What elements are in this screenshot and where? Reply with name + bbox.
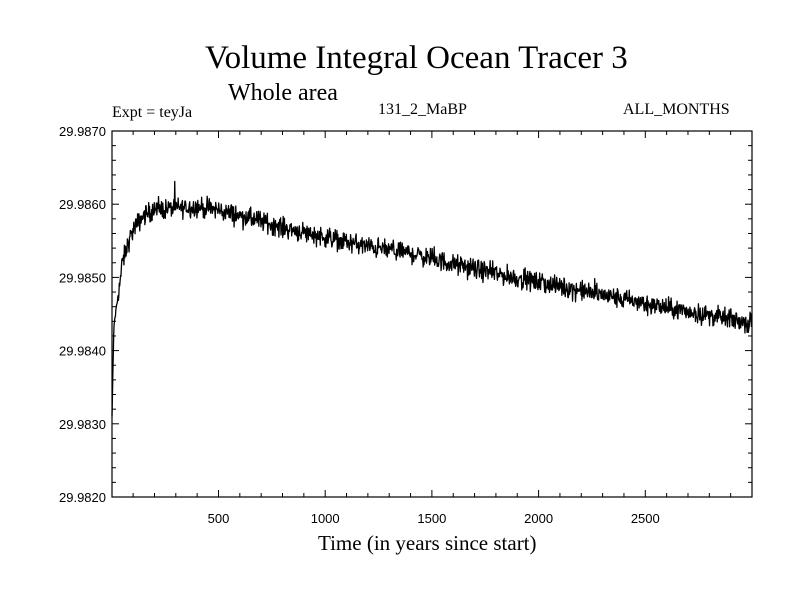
y-tick-label: 29.9820 <box>59 490 106 505</box>
series-line <box>111 180 753 417</box>
y-tick-label: 29.9830 <box>59 417 106 432</box>
y-tick-label: 29.9840 <box>59 344 106 359</box>
run-id-label: 131_2_MaBP <box>378 101 467 118</box>
x-tick-label: 1500 <box>417 511 446 526</box>
chart-title: Volume Integral Ocean Tracer 3 <box>205 40 628 76</box>
y-tick-label: 29.9850 <box>59 270 106 285</box>
x-tick-label: 2500 <box>631 511 660 526</box>
y-tick-label: 29.9870 <box>59 124 106 139</box>
x-tick-label: 2000 <box>524 511 553 526</box>
series-group <box>111 180 753 417</box>
y-tick-label: 29.9860 <box>59 197 106 212</box>
axis-ticks: 29.9820 29.9830 29.9840 29.9850 29.9860 29.98… <box>59 124 752 526</box>
chart-subtitle: Whole area <box>228 80 338 106</box>
x-tick-label: 1000 <box>311 511 340 526</box>
months-label: ALL_MONTHS <box>623 101 730 118</box>
plot-frame <box>111 130 753 498</box>
experiment-label: Expt = teyJa <box>112 104 193 121</box>
x-tick-label: 500 <box>208 511 230 526</box>
x-axis-label: Time (in years since start) <box>318 531 537 555</box>
